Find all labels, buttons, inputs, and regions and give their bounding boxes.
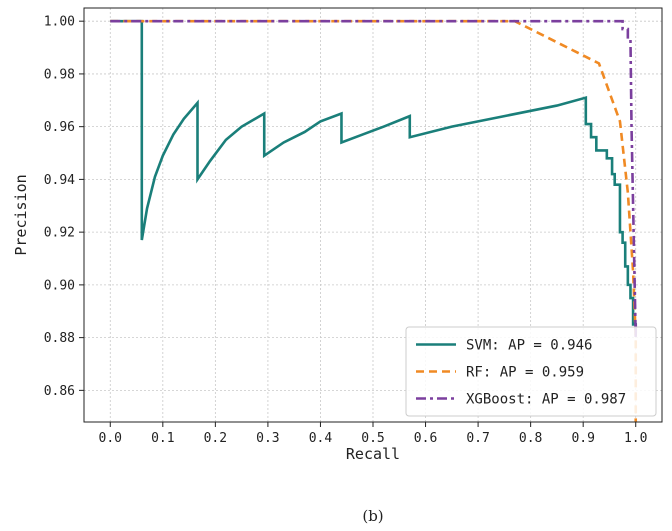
x-tick-label: 0.7 (466, 431, 489, 446)
y-tick-label: 0.88 (44, 331, 75, 346)
x-tick-label: 0.2 (204, 431, 227, 446)
y-tick-label: 0.92 (44, 226, 75, 241)
x-tick-label: 0.1 (151, 431, 174, 446)
y-tick-label: 0.98 (44, 67, 75, 82)
legend-label-3: XGBoost: AP = 0.987 (466, 392, 626, 408)
y-axis-ticks: 0.86 0.88 0.90 0.92 0.94 0.96 0.98 1.00 (44, 15, 84, 399)
legend-box (405, 326, 657, 417)
legend-label-2: RF: AP = 0.959 (466, 365, 584, 381)
legend-label-1: SVM: AP = 0.946 (466, 338, 592, 354)
y-tick-label: 1.00 (44, 15, 75, 30)
x-tick-label: 0.6 (414, 431, 437, 446)
series-line-3 (110, 19, 638, 338)
x-tick-label: 0.4 (309, 431, 333, 446)
x-tick-label: 1.0 (624, 431, 647, 446)
y-tick-label: 0.94 (44, 173, 75, 188)
x-tick-label: 0.8 (519, 431, 542, 446)
y-tick-label: 0.96 (44, 120, 75, 135)
series-line-1 (110, 19, 638, 330)
legend: SVM: AP = 0.946 RF: AP = 0.959 XGBoost: AP… (405, 326, 657, 417)
figure-caption: (b) (362, 507, 383, 525)
series-line-2 (110, 19, 638, 422)
x-axis-ticks: 0.0 0.1 0.2 0.3 0.4 0.5 0.6 0.7 0.8 0.9 1.0 (99, 422, 647, 446)
x-tick-label: 0.9 (571, 431, 594, 446)
x-tick-label: 0.0 (99, 431, 122, 446)
y-axis-title: Precision (12, 174, 30, 255)
y-tick-label: 0.90 (44, 278, 75, 293)
series-lines (110, 19, 638, 422)
x-axis-title: Recall (346, 445, 400, 463)
y-tick-label: 0.86 (44, 384, 75, 399)
x-tick-label: 0.5 (361, 431, 384, 446)
x-tick-label: 0.3 (256, 431, 279, 446)
